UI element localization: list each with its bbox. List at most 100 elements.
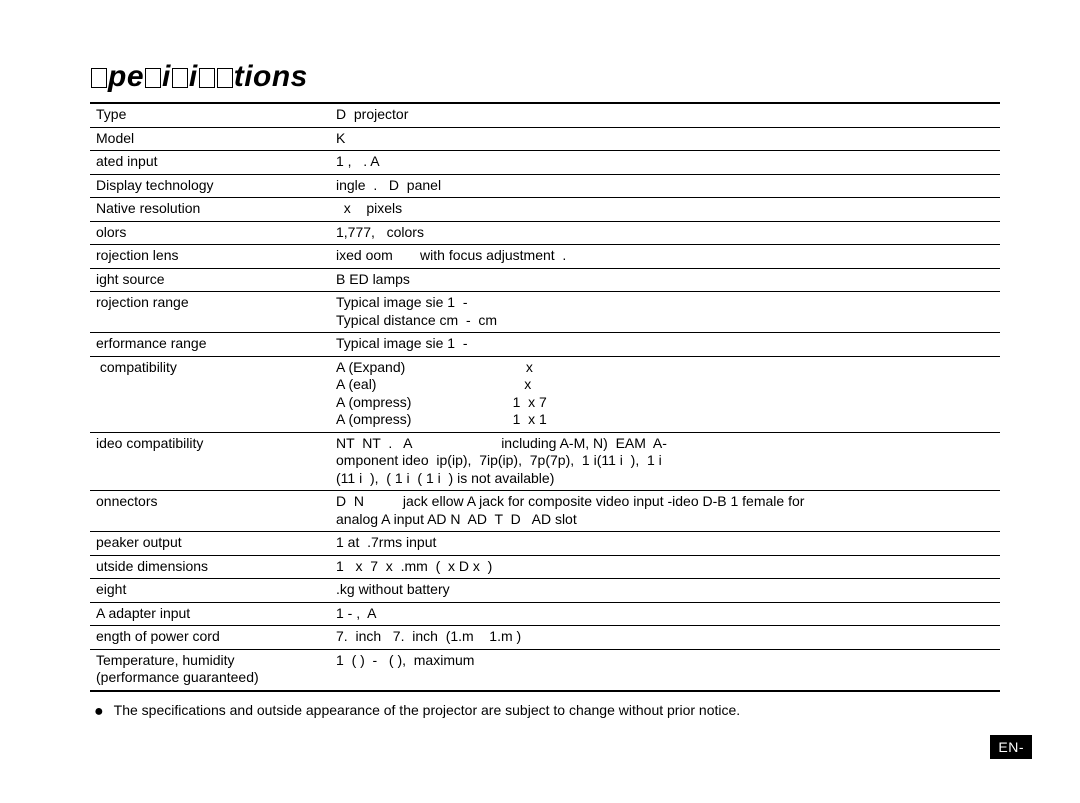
spec-value: D N jack ellow A jack for composite vide… [330,491,1000,532]
page-number-text: EN- [998,739,1024,755]
table-row: ight source B ED lamps [90,268,1000,292]
spec-label: eight [90,579,330,603]
spec-value: Typical image sie 1 - [330,333,1000,357]
spec-label: Type [90,103,330,127]
table-row: Display technology ingle . D panel [90,174,1000,198]
spec-label-text: peaker output [96,534,182,550]
spec-table-body: Type D projector Model Kated input 1 , . A Di… [90,103,1000,691]
spec-value: 1 ( ) - ( ), maximum [330,649,1000,691]
spec-value-text: 1,777, colors [336,224,424,240]
spec-value-text: x pixels [336,200,402,216]
missing-glyph-box [172,68,188,88]
spec-value-text: Typical image sie 1 - [336,335,468,351]
spec-label: A adapter input [90,602,330,626]
spec-value-text: D projector [336,106,408,122]
table-row: ength of power cord 7. inch 7. inch (1.m … [90,626,1000,650]
spec-value-text: K [336,130,345,146]
spec-value: B ED lamps [330,268,1000,292]
spec-label: ated input [90,151,330,175]
spec-label: compatibility [90,356,330,432]
spec-label: rojection lens [90,245,330,269]
title-fragment: pe [108,60,144,93]
spec-label: Model [90,127,330,151]
spec-label: Native resolution [90,198,330,222]
spec-value: ixed oom with focus adjustment . [330,245,1000,269]
spec-value-text: 1 - , A [336,605,376,621]
spec-value: 7. inch 7. inch (1.m 1.m ) [330,626,1000,650]
spec-label: ength of power cord [90,626,330,650]
spec-table: Type D projector Model Kated input 1 , . A Di… [90,102,1000,692]
spec-value: 1,777, colors [330,221,1000,245]
spec-value: 1 x 7 x .mm ( x D x ) [330,555,1000,579]
spec-label: ight source [90,268,330,292]
spec-value-text: NT NT . A including A-M, N) EAM A- ompon… [336,435,667,486]
spec-value: ingle . D panel [330,174,1000,198]
spec-label-text: utside dimensions [96,558,208,574]
spec-value-text: Typical image sie 1 - Typical distance c… [336,294,497,328]
spec-value: D projector [330,103,1000,127]
spec-value: Typical image sie 1 - Typical distance c… [330,292,1000,333]
table-row: erformance range Typical image sie 1 - [90,333,1000,357]
spec-label-text: ength of power cord [96,628,220,644]
spec-label: utside dimensions [90,555,330,579]
spec-value-text: ixed oom with focus adjustment . [336,247,566,263]
spec-value: x pixels [330,198,1000,222]
page-title: peiitions [90,60,1000,94]
table-row: onnectors D N jack ellow A jack for compo… [90,491,1000,532]
table-row: utside dimensions 1 x 7 x .mm ( x D x ) [90,555,1000,579]
table-row: compatibility A (Expand) x A (eal) x A (o… [90,356,1000,432]
spec-label-text: ated input [96,153,158,169]
title-fragment: i [162,60,171,93]
spec-label: peaker output [90,532,330,556]
title-fragment: i [189,60,198,93]
table-row: Type D projector [90,103,1000,127]
spec-label-text: Display technology [96,177,214,193]
spec-value-text: 1 ( ) - ( ), maximum [336,652,474,668]
table-row: rojection lens ixed oom with focus adjust… [90,245,1000,269]
spec-label-text: olors [96,224,126,240]
spec-value-text: 1 , . A [336,153,380,169]
missing-glyph-box [199,68,215,88]
spec-label: Display technology [90,174,330,198]
spec-value-text: .kg without battery [336,581,450,597]
spec-label: Temperature, humidity (performance guara… [90,649,330,691]
spec-label-text: A adapter input [96,605,190,621]
spec-label: erformance range [90,333,330,357]
spec-label: ideo compatibility [90,432,330,491]
spec-label: onnectors [90,491,330,532]
table-row: peaker output 1 at .7rms input [90,532,1000,556]
page-number-badge: EN- [990,735,1032,759]
table-row: eight .kg without battery [90,579,1000,603]
spec-label-text: rojection range [96,294,189,310]
spec-label-text: compatibility [96,359,177,375]
spec-label-text: ideo compatibility [96,435,203,451]
table-row: ideo compatibility NT NT . A including A-… [90,432,1000,491]
spec-label-text: onnectors [96,493,157,509]
spec-value-text: 7. inch 7. inch (1.m 1.m ) [336,628,521,644]
table-row: Model K [90,127,1000,151]
table-row: ated input 1 , . A [90,151,1000,175]
spec-label-text: Temperature, humidity (performance guara… [96,652,259,686]
spec-value-text: 1 at .7rms input [336,534,436,550]
table-row: Temperature, humidity (performance guara… [90,649,1000,691]
spec-value-text: B ED lamps [336,271,410,287]
spec-label-text: ight source [96,271,164,287]
spec-value: A (Expand) x A (eal) x A (ompress) 1 x 7… [330,356,1000,432]
table-row: A adapter input 1 - , A [90,602,1000,626]
spec-value: NT NT . A including A-M, N) EAM A- ompon… [330,432,1000,491]
spec-value: K [330,127,1000,151]
title-fragment: tions [234,60,308,93]
spec-label-text: rojection lens [96,247,179,263]
spec-value-text: 1 x 7 x .mm ( x D x ) [336,558,492,574]
footnote-text: The specifications and outside appearanc… [114,702,741,718]
spec-label-text: Model [96,130,134,146]
spec-label: olors [90,221,330,245]
spec-value-text: A (Expand) x A (eal) x A (ompress) 1 x 7… [336,359,547,428]
page-container: peiitions TypeD projectorModelKated inpu… [0,0,1080,803]
missing-glyph-box [217,68,233,88]
spec-label-text: Native resolution [96,200,200,216]
spec-label: rojection range [90,292,330,333]
missing-glyph-box [145,68,161,88]
table-row: olors 1,777, colors [90,221,1000,245]
spec-value: 1 , . A [330,151,1000,175]
